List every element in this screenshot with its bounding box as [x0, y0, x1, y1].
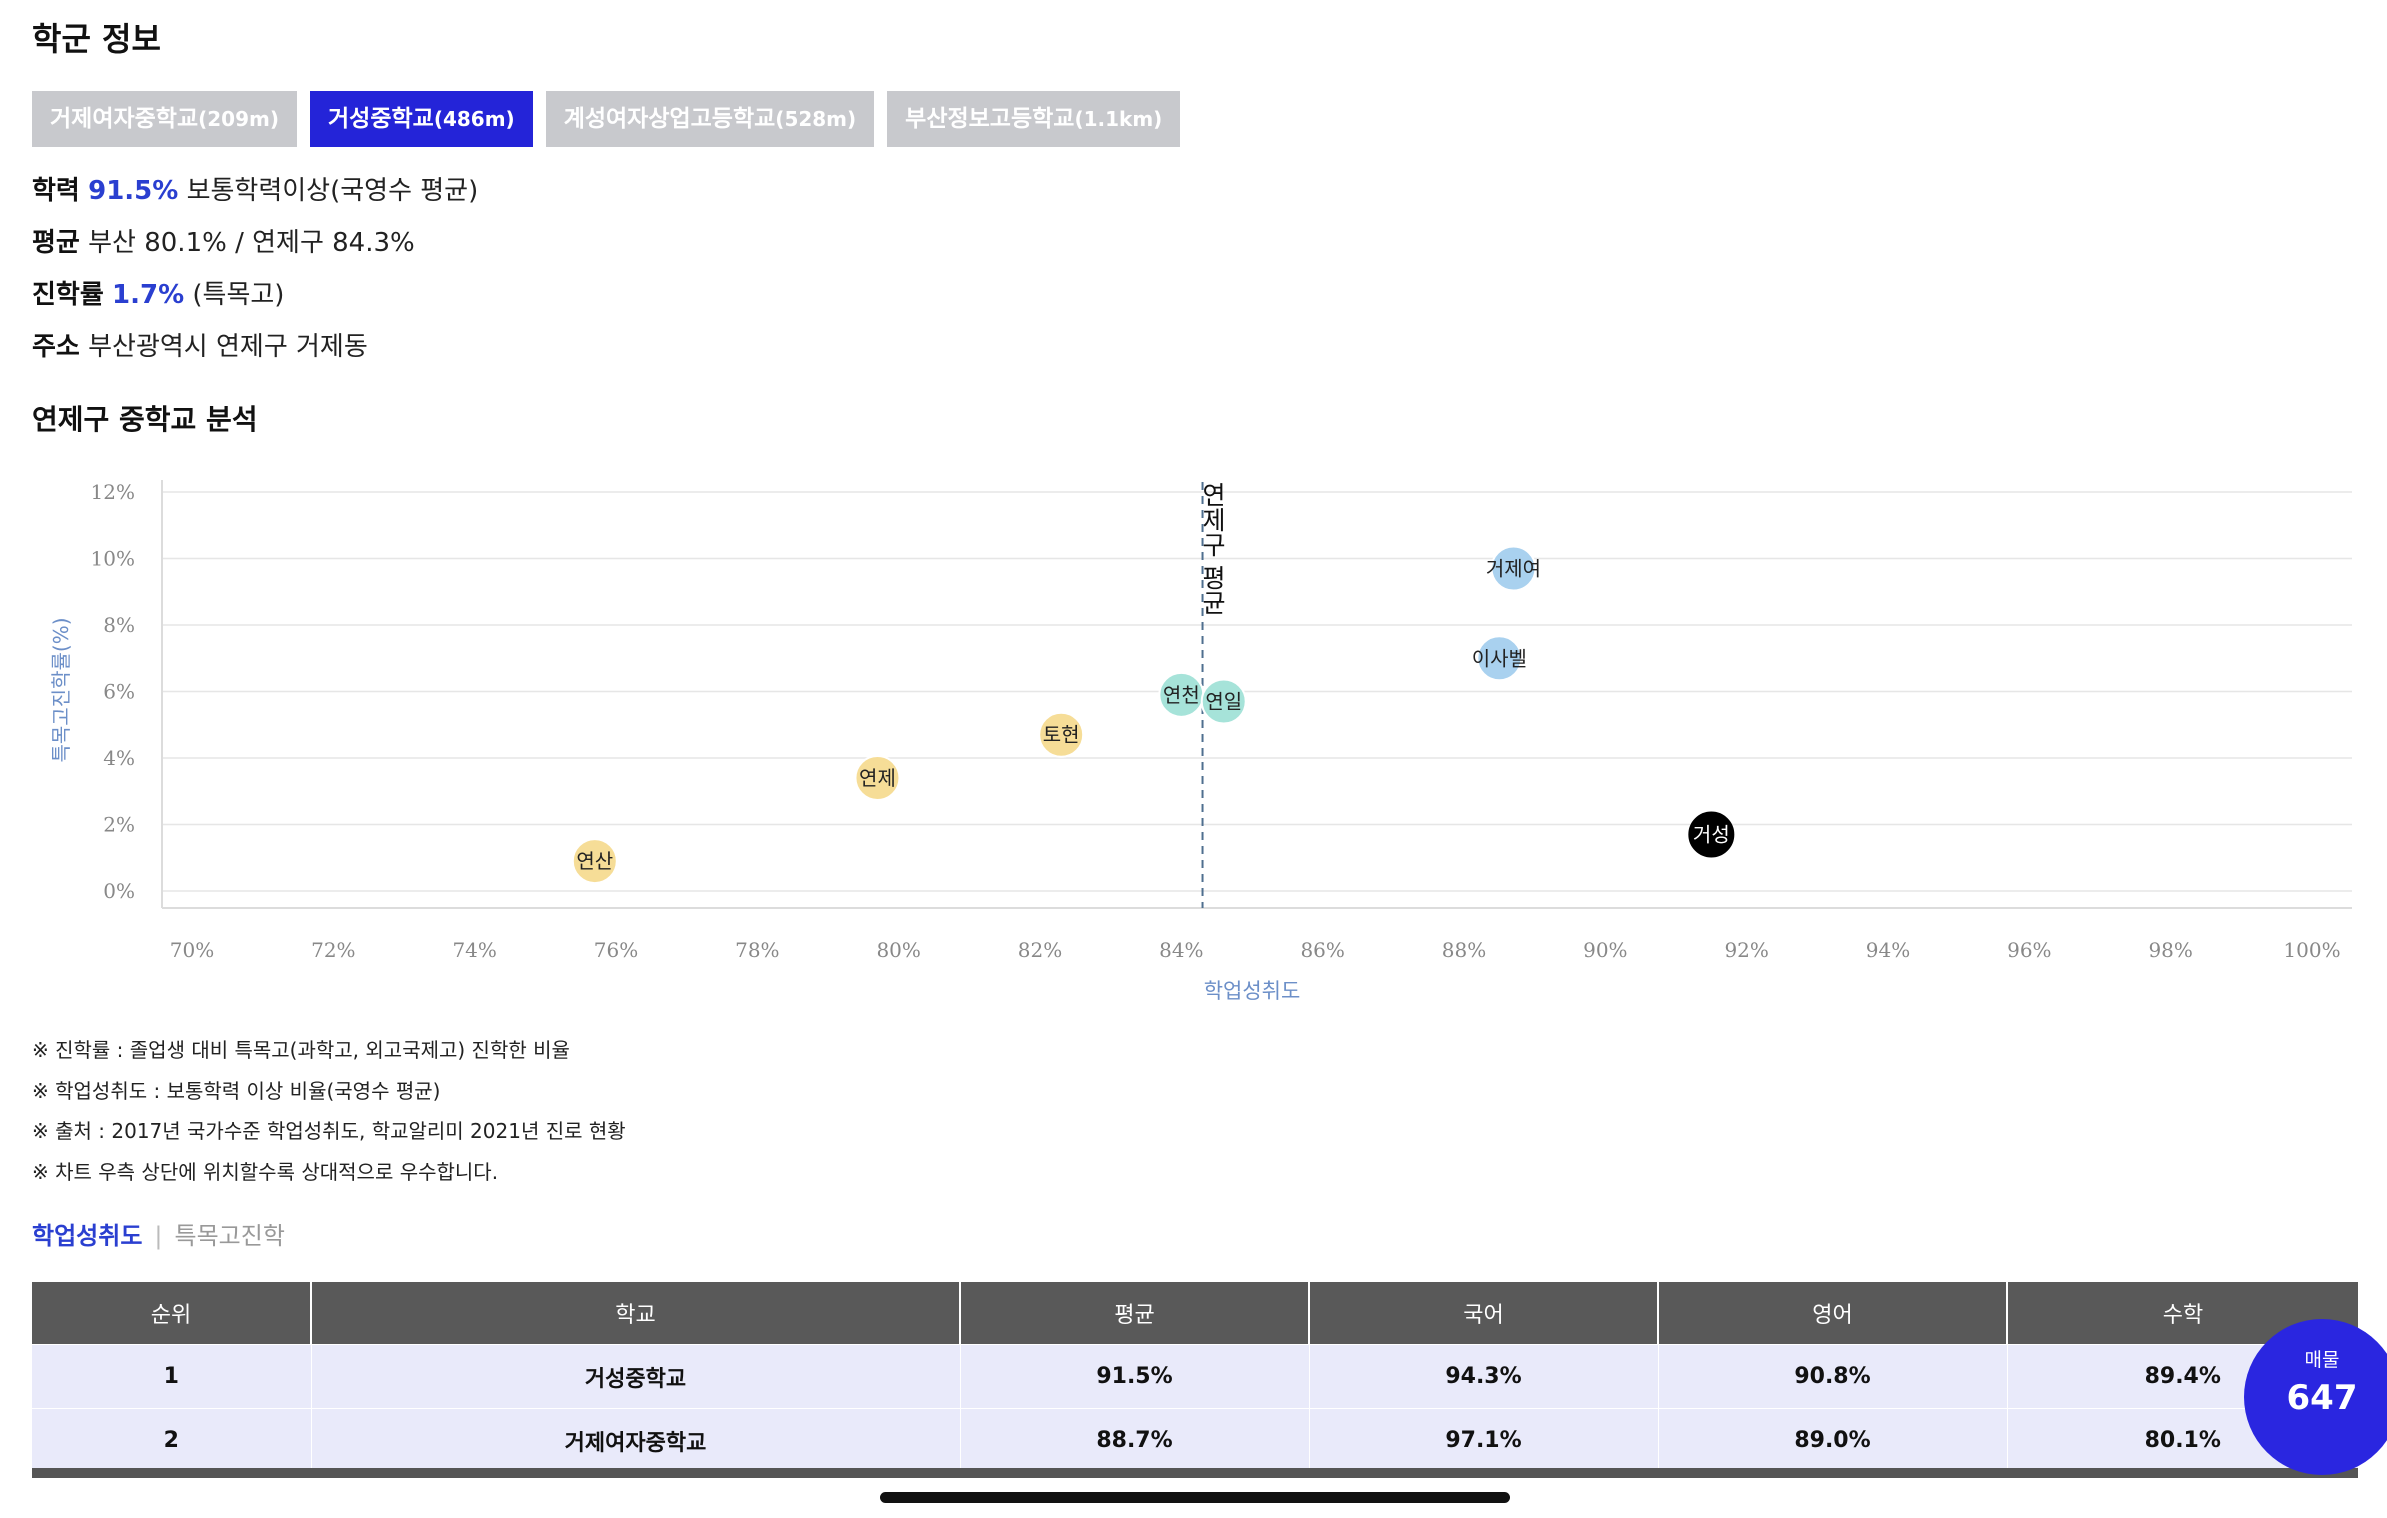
- data-point-label: 연일: [1205, 689, 1242, 713]
- data-point: [1490, 545, 1537, 592]
- cell-korean: 94.3%: [1309, 1344, 1659, 1409]
- y-tick-label: 12%: [91, 480, 135, 504]
- data-point-label: 거제여: [1486, 556, 1541, 580]
- tab-separator: |: [154, 1222, 163, 1250]
- reference-line-label: 연제구 평균: [1198, 482, 1227, 615]
- cell-school: 거성중학교: [311, 1344, 961, 1409]
- y-tick-label: 0%: [103, 879, 135, 903]
- x-tick-label: 70%: [170, 938, 214, 962]
- data-point-label: 거성: [1693, 822, 1730, 846]
- analysis-title: 연제구 중학교 분석: [32, 403, 258, 436]
- info-address: 주소 부산광역시 연제구 거제동: [32, 332, 368, 362]
- info-advance-rate: 진학률 1.7% (특목고): [32, 280, 285, 310]
- cell-rank: 2: [32, 1408, 312, 1472]
- y-tick-label: 6%: [103, 680, 135, 704]
- x-tick-label: 80%: [876, 938, 920, 962]
- x-tick-label: 84%: [1159, 938, 1203, 962]
- badge-label: 매물: [2304, 1349, 2340, 1371]
- y-tick-label: 2%: [103, 813, 135, 837]
- scatter-chart: 0% 2% 4% 6% 8% 10% 12% 70% 72% 74% 76% 78% 80% 82% 84%…: [49, 480, 2352, 1003]
- x-tick-label: 94%: [1866, 938, 1910, 962]
- cell-english: 89.0%: [1658, 1408, 2008, 1472]
- col-korean: 국어: [1309, 1282, 1659, 1345]
- table-bottom-bar: [32, 1468, 2358, 1478]
- cell-average: 88.7%: [960, 1408, 1310, 1472]
- tab-special-school[interactable]: 특목고진학: [174, 1222, 285, 1250]
- school-tab-gyeseong[interactable]: 계성여자상업고등학교(528m): [545, 91, 875, 147]
- x-tick-label: 86%: [1300, 938, 1344, 962]
- listings-badge[interactable]: 매물 647: [2244, 1319, 2387, 1475]
- x-tick-label: 90%: [1583, 938, 1627, 962]
- x-tick-label: 100%: [2283, 938, 2340, 962]
- school-tab-bar: 거제여자중학교(209m) 거성중학교(486m) 계성여자상업고등학교(528…: [32, 91, 1181, 147]
- cell-average: 91.5%: [960, 1344, 1310, 1409]
- x-tick-label: 74%: [452, 938, 496, 962]
- data-point: [1476, 635, 1523, 682]
- x-tick-label: 72%: [311, 938, 355, 962]
- cell-english: 90.8%: [1658, 1344, 2008, 1409]
- data-point: [1200, 678, 1247, 725]
- x-tick-label: 88%: [1442, 938, 1486, 962]
- data-point: [571, 838, 618, 885]
- col-english: 영어: [1658, 1282, 2008, 1345]
- y-tick-label: 8%: [103, 613, 135, 637]
- x-tick-label: 82%: [1018, 938, 1062, 962]
- col-average: 평균: [960, 1282, 1310, 1345]
- info-academic: 학력 91.5% 보통학력이상(국영수 평균): [32, 176, 479, 206]
- ranking-tabs: 학업성취도 | 특목고진학: [32, 1216, 285, 1251]
- y-axis-title: 특목고진학률(%): [49, 617, 73, 762]
- cell-korean: 97.1%: [1309, 1408, 1659, 1472]
- note-line: ※ 출처 : 2017년 국가수준 학업성취도, 학교알리미 2021년 진로 …: [32, 1119, 626, 1143]
- col-school: 학교: [311, 1282, 961, 1345]
- tab-academic[interactable]: 학업성취도: [32, 1222, 143, 1250]
- data-point-label: 연제: [859, 766, 896, 790]
- cell-school: 거제여자중학교: [311, 1408, 961, 1472]
- table-row: 1 거성중학교 91.5% 94.3% 90.8% 89.4%: [32, 1344, 2358, 1409]
- col-rank: 순위: [32, 1282, 312, 1345]
- x-axis-title: 학업성취도: [1204, 979, 1301, 1003]
- data-point-label: 연천: [1163, 683, 1200, 707]
- table-row: 2 거제여자중학교 88.7% 97.1% 89.0% 80.1%: [32, 1408, 2358, 1472]
- table-header-row: 순위 학교 평균 국어 영어 수학: [32, 1282, 2358, 1345]
- section-title-school-district: 학군 정보: [32, 20, 161, 58]
- data-point: [854, 754, 901, 801]
- note-line: ※ 차트 우측 상단에 위치할수록 상대적으로 우수합니다.: [32, 1159, 499, 1184]
- x-tick-label: 76%: [594, 938, 638, 962]
- x-tick-label: 98%: [2148, 938, 2192, 962]
- home-indicator[interactable]: [880, 1492, 1510, 1503]
- note-line: ※ 진학률 : 졸업생 대비 특목고(과학고, 외고국제고) 진학한 비율: [32, 1038, 570, 1062]
- data-point-label: 연산: [576, 849, 613, 873]
- badge-count: 647: [2286, 1378, 2358, 1418]
- y-tick-label: 4%: [103, 746, 135, 770]
- data-point-label: 이사벨: [1472, 646, 1527, 670]
- y-tick-label: 10%: [91, 547, 135, 571]
- school-tab-geojeyeo[interactable]: 거제여자중학교(209m): [32, 91, 297, 147]
- school-tab-busan-info[interactable]: 부산정보고등학교(1.1km): [887, 91, 1181, 147]
- school-tab-geoseong[interactable]: 거성중학교(486m): [310, 91, 533, 147]
- notes: ※ 진학률 : 졸업생 대비 특목고(과학고, 외고국제고) 진학한 비율 ※ …: [32, 1030, 626, 1192]
- data-point: [1688, 811, 1735, 858]
- data-point-label: 토현: [1043, 723, 1080, 747]
- data-point: [1038, 711, 1085, 758]
- x-tick-label: 96%: [2007, 938, 2051, 962]
- info-average: 평균 부산 80.1% / 연제구 84.3%: [32, 228, 415, 258]
- x-tick-label: 78%: [735, 938, 779, 962]
- note-line: ※ 학업성취도 : 보통학력 이상 비율(국영수 평균): [32, 1078, 441, 1103]
- x-tick-label: 92%: [1724, 938, 1768, 962]
- ranking-table: 순위 학교 평균 국어 영어 수학 1 거성중학교 91.5% 94.3% 90…: [32, 1282, 2358, 1472]
- cell-rank: 1: [32, 1344, 312, 1409]
